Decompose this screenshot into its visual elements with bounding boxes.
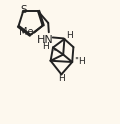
Text: Me: Me <box>19 27 33 37</box>
Text: HN: HN <box>37 35 54 45</box>
Text: H: H <box>42 42 49 51</box>
Text: H: H <box>66 31 73 40</box>
Text: ''H: ''H <box>74 57 85 66</box>
Text: S: S <box>20 5 27 15</box>
Text: ,,: ,, <box>52 43 57 52</box>
Text: H: H <box>58 74 65 83</box>
